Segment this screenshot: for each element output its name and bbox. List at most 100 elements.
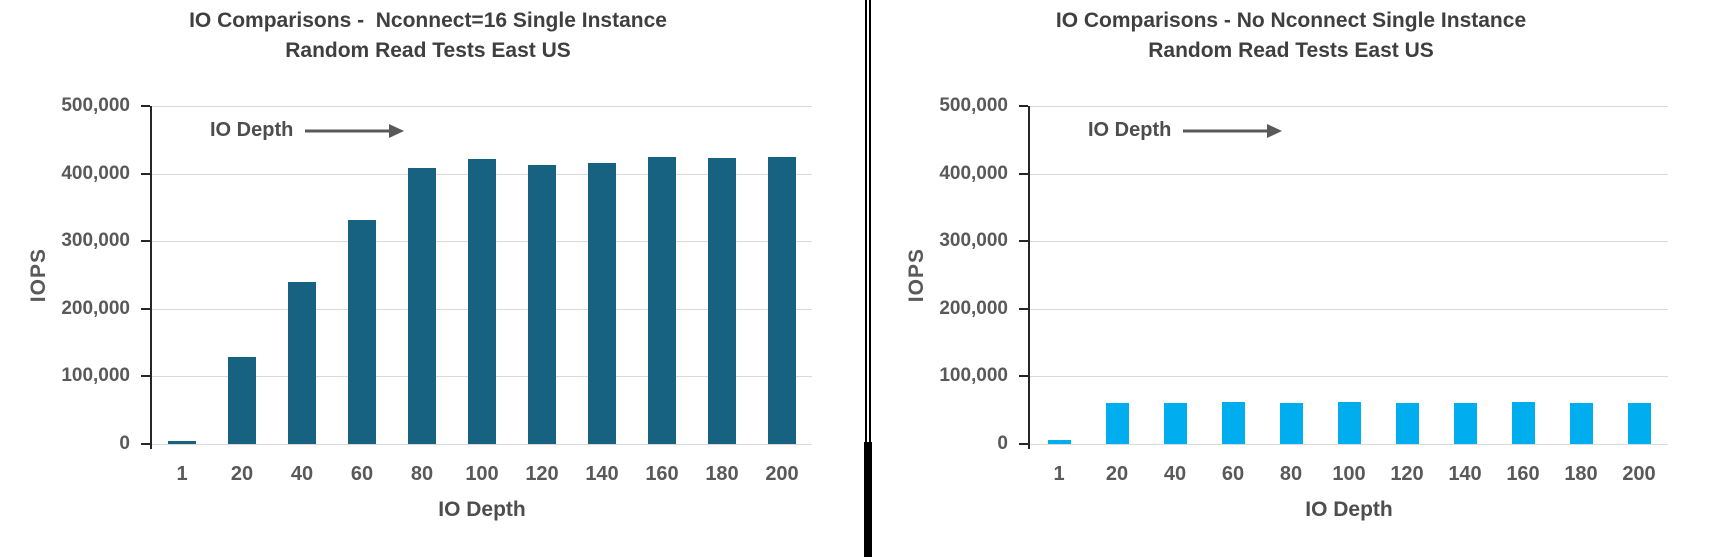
y-tick-mark (1019, 240, 1028, 243)
gridline (1030, 106, 1668, 107)
y-tick-mark (1019, 443, 1028, 445)
bar-slot (1494, 106, 1552, 444)
gridline (152, 444, 812, 445)
y-tick-mark (1019, 307, 1028, 310)
io-depth-annotation: IO Depth (1088, 119, 1283, 142)
bar-iodepth-140 (1453, 403, 1477, 444)
bar-slot (572, 106, 632, 444)
annotation-label: IO Depth (1088, 119, 1172, 141)
x-tick-label: 160 (1506, 463, 1540, 485)
bar-iodepth-100 (1337, 402, 1361, 444)
y-tick-label: 300,000 (61, 230, 130, 252)
gridline (1030, 173, 1668, 175)
x-tick-label: 60 (350, 463, 374, 485)
bar-iodepth-40 (288, 282, 316, 444)
bar-iodepth-180 (1569, 403, 1593, 444)
y-tick-mark (1019, 105, 1028, 107)
bar-slot (1088, 106, 1146, 444)
x-axis-tick-labels: 1 20 40 60 80 100 120 140 160 180 200 (1030, 463, 1668, 486)
x-tick-label: 180 (1564, 463, 1598, 485)
right-arrow-icon (305, 123, 405, 138)
x-tick-label: 160 (645, 463, 679, 485)
x-tick-label: 20 (230, 463, 254, 485)
x-tick-label: 140 (1448, 463, 1482, 485)
y-tick-mark (141, 172, 150, 175)
bar-slot (632, 106, 692, 444)
plot-area: IO Depth (1019, 105, 1668, 449)
bar-iodepth-200 (768, 156, 796, 444)
chart-no-nconnect: IO Comparisons - No Nconnect Single Inst… (870, 0, 1712, 557)
y-tick-label: 100,000 (61, 365, 130, 387)
y-tick-label: 0 (119, 433, 130, 454)
x-axis-tick-labels: 1 20 40 60 80 100 120 140 160 180 200 (152, 463, 812, 486)
y-axis-line (150, 106, 152, 449)
x-tick-label: 200 (1622, 463, 1656, 485)
plot-area: IO Depth (141, 105, 812, 449)
gridline (152, 106, 812, 107)
x-axis-title: IO Depth (1305, 498, 1393, 521)
bar-slot (1552, 106, 1610, 444)
y-tick-mark (141, 105, 150, 107)
y-tick-mark (1019, 172, 1028, 175)
y-tick-label: 500,000 (939, 95, 1008, 116)
bar-slot (1030, 106, 1088, 444)
bar-slot (692, 106, 752, 444)
x-tick-label: 140 (585, 463, 619, 485)
y-axis-tick-labels: 500,000 400,000 300,000 200,000 100,000 0 (870, 95, 1008, 454)
x-tick-label: 80 (410, 463, 434, 485)
bar-slot (1378, 106, 1436, 444)
bar-slot (332, 106, 392, 444)
bar-slot (212, 106, 272, 444)
bar-slot (1436, 106, 1494, 444)
bar-iodepth-80 (408, 168, 436, 444)
y-tick-label: 0 (997, 433, 1008, 454)
y-tick-label: 500,000 (61, 95, 130, 116)
bar-iodepth-20 (1105, 403, 1129, 444)
bar-iodepth-80 (1279, 403, 1303, 444)
x-tick-label: 60 (1221, 463, 1245, 485)
annotation-label: IO Depth (210, 119, 294, 141)
bar-iodepth-120 (1395, 403, 1419, 444)
bar-slot (272, 106, 332, 444)
bar-iodepth-180 (708, 158, 736, 444)
bar-slot (392, 106, 452, 444)
panel-divider-line-right (869, 0, 871, 557)
bar-iodepth-160 (648, 156, 676, 444)
y-tick-label: 200,000 (61, 297, 130, 319)
x-tick-label: 1 (1053, 463, 1065, 485)
panel-divider-line-left (865, 0, 867, 557)
bar-slot (452, 106, 512, 444)
x-tick-label: 180 (705, 463, 739, 485)
y-tick-mark (141, 443, 150, 445)
gridline (1030, 308, 1668, 310)
chart-title-line2: Random Read Tests East US (1148, 39, 1434, 62)
gridline (1030, 241, 1668, 243)
bar-series (1030, 106, 1668, 444)
panel-divider-thick-segment (864, 442, 872, 557)
bar-iodepth-20 (228, 356, 256, 444)
bar-slot (1204, 106, 1262, 444)
y-tick-mark (141, 307, 150, 310)
bar-slot (1262, 106, 1320, 444)
x-tick-label: 1 (176, 463, 188, 485)
chart-title-line2: Random Read Tests East US (285, 39, 571, 62)
x-tick-label: 40 (1163, 463, 1187, 485)
y-tick-mark (1019, 375, 1028, 378)
io-depth-annotation: IO Depth (210, 119, 405, 142)
x-axis-title: IO Depth (438, 498, 526, 521)
x-tick-label: 40 (290, 463, 314, 485)
y-tick-label: 200,000 (939, 297, 1008, 319)
gridline (1030, 376, 1668, 378)
chart-nconnect16: IO Comparisons - Nconnect=16 Single Inst… (27, 9, 812, 521)
chart-title-line1: IO Comparisons - No Nconnect Single Inst… (1055, 9, 1527, 32)
bar-slot (1146, 106, 1204, 444)
x-tick-label: 120 (525, 463, 559, 485)
y-tick-label: 400,000 (61, 162, 130, 184)
bar-slot (1320, 106, 1378, 444)
y-tick-label: 400,000 (939, 162, 1008, 184)
x-tick-label: 20 (1105, 463, 1129, 485)
y-tick-label: 300,000 (939, 230, 1008, 252)
bar-slot (152, 106, 212, 444)
chart-title-line1: IO Comparisons - Nconnect=16 Single Inst… (189, 9, 667, 32)
